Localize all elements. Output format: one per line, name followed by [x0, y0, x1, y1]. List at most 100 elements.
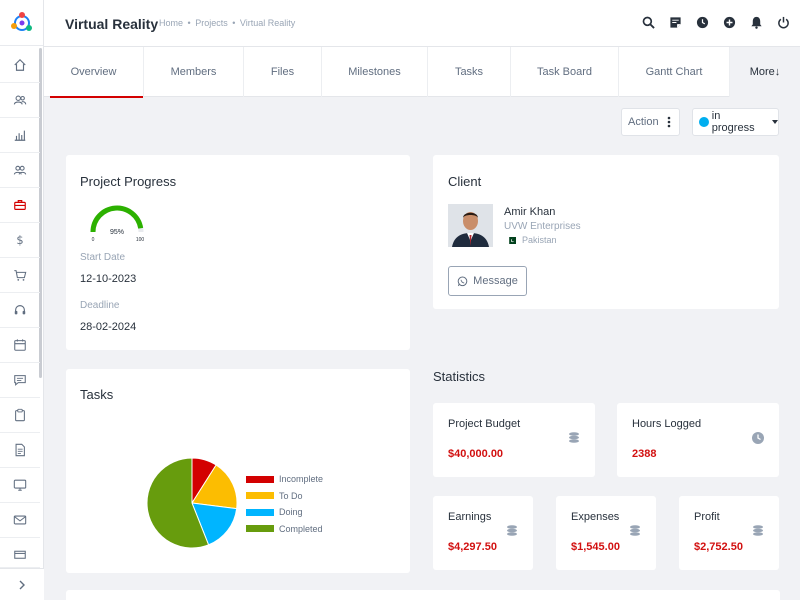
earnings-value: $4,297.50 [448, 541, 497, 553]
power-icon [777, 16, 789, 28]
status-dot-icon [699, 117, 709, 127]
tab-files[interactable]: Files [244, 47, 322, 97]
earnings-card: Earnings $4,297.50 [433, 496, 533, 570]
tab-more[interactable]: More↓ [730, 47, 800, 97]
coins-icon [569, 432, 579, 443]
gauge-fill [90, 205, 144, 233]
tab-tasks[interactable]: Tasks [428, 47, 511, 97]
sidebar-item-notices[interactable] [0, 398, 40, 433]
legend-item[interactable]: To Do [246, 491, 303, 501]
action-label: Action [628, 116, 659, 128]
logout-button[interactable] [776, 15, 790, 29]
pie-slice-completed[interactable] [146, 457, 210, 549]
client-company: UVW Enterprises [504, 221, 581, 232]
sticky-notes-button[interactable] [668, 15, 682, 29]
sidebar-item-assets[interactable] [0, 468, 40, 503]
breadcrumb-current: Virtual Reality [239, 18, 296, 28]
status-label: in progress [711, 110, 755, 134]
tab-milestones[interactable]: Milestones [322, 47, 428, 97]
coins-icon [753, 525, 763, 536]
top-header: Virtual Reality Home • Projects • Virtua… [44, 0, 800, 47]
profit-value: $2,752.50 [694, 541, 743, 553]
sidebar: $ [0, 0, 44, 600]
legend-swatch [246, 508, 274, 516]
tab-overview[interactable]: Overview [44, 47, 144, 98]
avatar[interactable] [448, 204, 493, 247]
tab-task-board[interactable]: Task Board [511, 47, 619, 97]
legend-label: Completed [279, 523, 323, 534]
timer-button[interactable] [695, 15, 709, 29]
breadcrumb: Home • Projects • Virtual Reality [159, 18, 295, 28]
legend-label: To Do [279, 490, 303, 501]
sidebar-item-support[interactable] [0, 293, 40, 328]
profit-label: Profit [694, 511, 720, 523]
sidebar-item-orders[interactable] [0, 258, 40, 293]
sidebar-item-team[interactable] [0, 153, 40, 188]
tab-gantt-chart[interactable]: Gantt Chart [619, 47, 730, 97]
sidebar-collapse-button[interactable] [0, 568, 44, 600]
client-name[interactable]: Amir Khan [504, 206, 556, 218]
pie-slice-doing[interactable] [191, 502, 238, 546]
users-icon [13, 95, 27, 105]
search-button[interactable] [641, 15, 655, 29]
expenses-card: Expenses $1,545.00 [556, 496, 656, 570]
sidebar-item-documents[interactable] [0, 433, 40, 468]
cart-icon [14, 270, 27, 281]
quick-add-button[interactable] [722, 15, 736, 29]
pie-slice-to-do[interactable] [191, 464, 238, 510]
action-dropdown-button[interactable]: Action [621, 108, 680, 136]
whatsapp-icon [457, 276, 468, 286]
hours-logged-label: Hours Logged [632, 418, 702, 430]
team-icon [13, 165, 27, 175]
message-button-label: Message [473, 275, 518, 287]
plus-circle-icon [723, 16, 735, 28]
status-dropdown[interactable]: in progress [692, 108, 779, 136]
legend-label: Incomplete [279, 474, 324, 484]
legend-label: Doing [279, 507, 303, 517]
deadline-value: 28-02-2024 [80, 321, 137, 333]
legend-item[interactable]: Incomplete [246, 474, 323, 484]
breadcrumb-projects[interactable]: Projects [195, 18, 228, 28]
svg-text:$: $ [16, 233, 23, 247]
sidebar-item-messages[interactable] [0, 363, 40, 398]
sidebar-item-users[interactable] [0, 83, 40, 118]
tasks-title: Tasks [80, 387, 114, 402]
sticky-note-icon [669, 16, 681, 28]
message-button[interactable]: Message [448, 266, 527, 296]
bell-icon [750, 16, 762, 29]
sidebar-item-window[interactable] [0, 538, 40, 568]
legend-swatch [246, 525, 274, 532]
sidebar-scrollbar[interactable] [39, 48, 42, 378]
sidebar-item-projects[interactable] [0, 188, 40, 223]
notifications-button[interactable] [749, 15, 763, 29]
coins-icon [630, 525, 640, 536]
tasks-card: Tasks Incomplete To Do Doing Completed [66, 369, 410, 573]
sidebar-item-mail[interactable] [0, 503, 40, 538]
dollar-icon: $ [16, 233, 23, 247]
vertical-dots-icon [667, 116, 670, 128]
legend-item[interactable]: Doing [246, 507, 303, 517]
sidebar-item-home[interactable] [0, 48, 40, 83]
monitor-icon [13, 479, 27, 491]
sidebar-item-finance[interactable]: $ [0, 223, 40, 258]
tab-members[interactable]: Members [144, 47, 244, 97]
tasks-pie-chart [146, 457, 238, 549]
gauge-max-label: 100 [136, 237, 145, 243]
earnings-label: Earnings [448, 511, 492, 523]
sidebar-item-calendar[interactable] [0, 328, 40, 363]
document-icon [15, 443, 25, 457]
start-date-label: Start Date [80, 252, 126, 263]
legend-swatch [246, 475, 274, 483]
legend-item[interactable]: Completed [246, 524, 323, 534]
project-budget-label: Project Budget [448, 418, 521, 430]
page-title: Virtual Reality [65, 16, 159, 32]
breadcrumb-home[interactable]: Home [159, 18, 184, 28]
sidebar-item-reports[interactable] [0, 118, 40, 153]
breadcrumb-separator: • [187, 18, 191, 28]
profit-card: Profit $2,752.50 [679, 496, 779, 570]
next-card-edge [66, 590, 780, 600]
app-logo[interactable] [0, 0, 43, 46]
window-icon [14, 550, 26, 559]
coins-icon [507, 525, 517, 536]
clipboard-icon [15, 408, 25, 422]
